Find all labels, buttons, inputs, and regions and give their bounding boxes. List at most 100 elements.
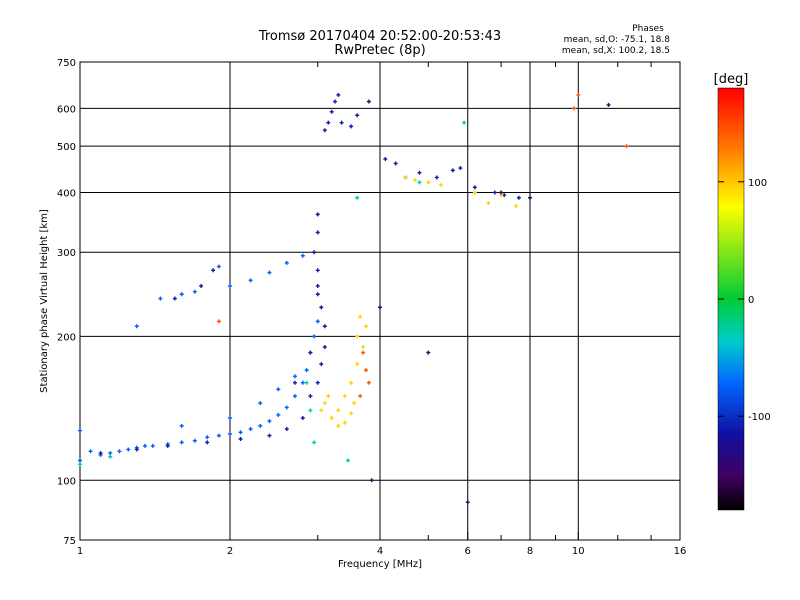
data-point bbox=[450, 168, 455, 173]
data-point bbox=[292, 380, 297, 385]
data-point bbox=[571, 106, 576, 111]
y-axis-label: Stationary phase Virtual Height [km] bbox=[39, 209, 50, 393]
data-point bbox=[576, 92, 581, 97]
data-point bbox=[486, 201, 491, 206]
data-point bbox=[315, 268, 320, 273]
y-tick-label: 100 bbox=[57, 476, 76, 487]
data-point bbox=[216, 319, 221, 324]
data-point bbox=[514, 203, 519, 208]
legend-line-x: mean, sd,X: 100.2, 18.5 bbox=[562, 46, 670, 56]
data-point bbox=[345, 458, 350, 463]
data-point bbox=[179, 292, 184, 297]
x-tick-label: 4 bbox=[377, 546, 383, 557]
data-point bbox=[458, 166, 463, 171]
x-tick-label: 10 bbox=[572, 546, 585, 557]
data-point bbox=[322, 401, 327, 406]
data-point bbox=[88, 449, 93, 454]
data-point bbox=[134, 447, 139, 452]
data-point bbox=[342, 420, 347, 425]
data-point bbox=[300, 253, 305, 258]
data-point bbox=[492, 190, 497, 195]
y-tick-label: 400 bbox=[57, 188, 76, 199]
data-point bbox=[361, 345, 366, 350]
data-point bbox=[329, 109, 334, 114]
data-point bbox=[326, 394, 331, 399]
data-point bbox=[319, 408, 324, 413]
y-tick-label: 500 bbox=[57, 142, 76, 153]
colorbar-tick-label: -100 bbox=[748, 412, 771, 423]
data-point bbox=[304, 380, 309, 385]
data-point bbox=[134, 324, 139, 329]
x-tick-label: 2 bbox=[227, 546, 233, 557]
data-point bbox=[349, 380, 354, 385]
y-tick-labels: 75 100 200 300 400 500 600 750 bbox=[57, 58, 76, 547]
y-tick-label: 75 bbox=[63, 536, 76, 547]
data-point bbox=[462, 120, 467, 125]
data-point bbox=[165, 443, 170, 448]
legend-line-o: mean, sd,O: -75.1, 18.8 bbox=[564, 35, 671, 45]
data-point bbox=[78, 428, 82, 433]
scatter-points bbox=[78, 92, 629, 505]
grid-layer bbox=[79, 62, 681, 540]
data-point bbox=[355, 362, 360, 367]
data-point bbox=[172, 296, 177, 301]
data-point bbox=[312, 440, 317, 445]
y-tick-label: 750 bbox=[57, 58, 76, 69]
data-point bbox=[339, 120, 344, 125]
data-point bbox=[417, 180, 422, 185]
colorbar-title: [deg] bbox=[714, 72, 749, 87]
data-point bbox=[211, 268, 216, 273]
data-point bbox=[312, 334, 317, 339]
data-point bbox=[267, 270, 272, 275]
data-point bbox=[258, 423, 263, 428]
data-point bbox=[336, 92, 341, 97]
data-point bbox=[336, 408, 341, 413]
data-point bbox=[108, 451, 113, 456]
data-point bbox=[624, 144, 629, 149]
data-point bbox=[248, 427, 253, 432]
data-point bbox=[179, 440, 184, 445]
data-point bbox=[142, 443, 147, 448]
data-point bbox=[355, 195, 360, 200]
data-point bbox=[366, 99, 371, 104]
data-point bbox=[199, 283, 204, 288]
data-point bbox=[308, 350, 313, 355]
x-tick-labels: 1 2 4 6 8 10 16 bbox=[77, 546, 687, 557]
data-point bbox=[300, 415, 305, 420]
data-point bbox=[98, 451, 103, 456]
data-point bbox=[117, 449, 122, 454]
data-point bbox=[284, 260, 289, 265]
legend-title: Phases bbox=[632, 24, 664, 34]
data-point bbox=[267, 419, 272, 424]
data-point bbox=[292, 394, 297, 399]
data-point bbox=[179, 423, 184, 428]
x-tick-label: 16 bbox=[674, 546, 687, 557]
data-point bbox=[216, 264, 221, 269]
colorbar-ticks: 100 0 -100 bbox=[718, 178, 771, 423]
data-point bbox=[383, 157, 388, 162]
data-point bbox=[315, 319, 320, 324]
x-tick-label: 1 bbox=[77, 546, 83, 557]
data-point bbox=[329, 415, 334, 420]
data-point bbox=[308, 394, 313, 399]
data-point bbox=[284, 427, 289, 432]
data-point bbox=[355, 334, 360, 339]
data-point bbox=[312, 250, 317, 255]
y-tick-label: 600 bbox=[57, 104, 76, 115]
data-point bbox=[319, 305, 324, 310]
data-point bbox=[358, 394, 363, 399]
y-tick-label: 200 bbox=[57, 332, 76, 343]
data-point bbox=[267, 433, 272, 438]
chart-subtitle: RwPretec (8p) bbox=[334, 43, 425, 58]
data-point bbox=[238, 430, 243, 435]
data-point bbox=[333, 99, 338, 104]
data-point bbox=[393, 161, 398, 166]
data-point bbox=[378, 305, 382, 310]
data-point bbox=[417, 170, 422, 175]
x-tick-label: 6 bbox=[465, 546, 471, 557]
data-point bbox=[319, 362, 324, 367]
data-point bbox=[499, 190, 504, 195]
data-point bbox=[358, 314, 363, 319]
x-axis-label: Frequency [MHz] bbox=[338, 559, 422, 570]
data-point bbox=[192, 438, 197, 443]
